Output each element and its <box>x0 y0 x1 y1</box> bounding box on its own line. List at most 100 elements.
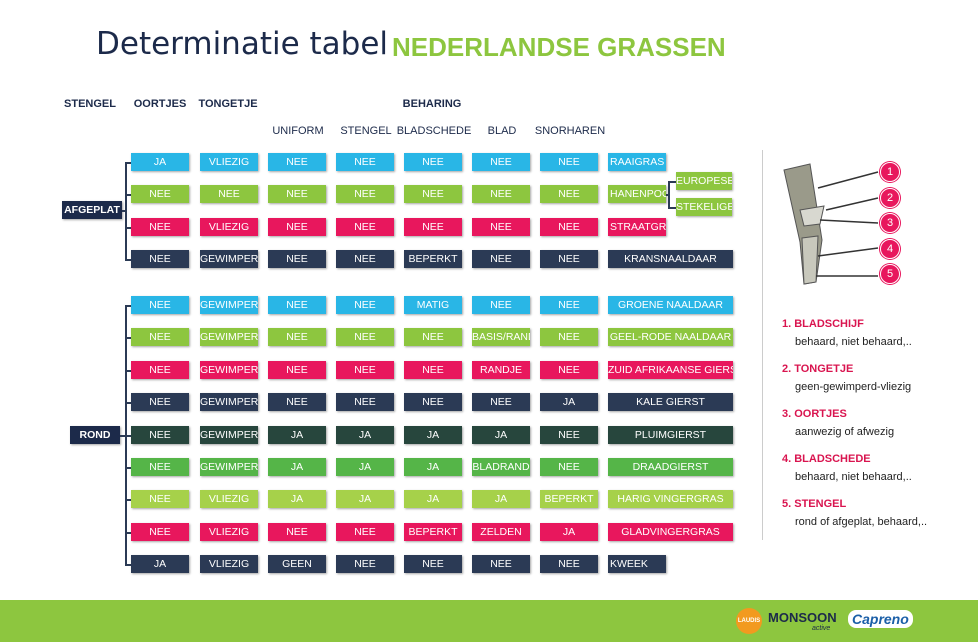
cell: JA <box>540 523 598 541</box>
cell: NEE <box>540 328 598 346</box>
group-line <box>125 305 127 564</box>
row-connector <box>125 467 131 469</box>
cell: NEE <box>131 185 189 203</box>
logo-capreno: Capreno <box>848 610 913 628</box>
cell: NEE <box>472 185 530 203</box>
marker: 5 <box>880 264 900 284</box>
cell: NEE <box>404 361 462 379</box>
cell: RANDJE <box>472 361 530 379</box>
branch-vline <box>668 181 670 207</box>
legend-title: 2. TONGETJE <box>782 363 854 375</box>
cell: GEWIMPERD <box>200 426 258 444</box>
group-connector <box>122 210 125 212</box>
species-name: KRANSNAALDAAR <box>608 250 733 268</box>
row-connector <box>125 564 131 566</box>
cell: NEE <box>404 328 462 346</box>
cell: JA <box>404 426 462 444</box>
cell: NEE <box>336 328 394 346</box>
group-label: ROND <box>70 426 120 444</box>
row-connector <box>125 532 131 534</box>
row-connector <box>125 337 131 339</box>
cell: NEE <box>336 555 394 573</box>
branch: EUROPESE <box>676 172 732 190</box>
cell: NEE <box>268 185 326 203</box>
cell: BLADRAND <box>472 458 530 476</box>
header-oortjes: OORTJES <box>133 98 187 110</box>
row-connector <box>125 499 131 501</box>
species-name: GLADVINGERGRAS <box>608 523 733 541</box>
cell: NEE <box>131 296 189 314</box>
marker: 1 <box>880 162 900 182</box>
species-name: HARIG VINGERGRAS <box>608 490 733 508</box>
grass-illustration <box>783 163 879 285</box>
legend-title: 4. BLADSCHEDE <box>782 453 871 465</box>
cell: NEE <box>131 426 189 444</box>
legend-text: behaard, niet behaard,.. <box>795 471 912 483</box>
sub-header: BLAD <box>487 125 517 137</box>
cell: NEE <box>131 490 189 508</box>
cell: GEWIMPERD <box>200 361 258 379</box>
cell: JA <box>404 490 462 508</box>
cell: BEPERKT <box>404 523 462 541</box>
cell: NEE <box>336 393 394 411</box>
cell: NEE <box>404 153 462 171</box>
branch-line <box>668 207 676 209</box>
cell: NEE <box>404 218 462 236</box>
species-name: GROENE NAALDAAR <box>608 296 733 314</box>
title-bold: NEDERLANDSE GRASSEN <box>392 32 726 62</box>
cell: NEE <box>540 555 598 573</box>
cell: NEE <box>268 523 326 541</box>
logo-active: active <box>812 625 831 632</box>
cell: VLIEZIG <box>200 523 258 541</box>
cell: JA <box>268 490 326 508</box>
cell: NEE <box>472 250 530 268</box>
species-name: STRAATGRAS <box>608 218 666 236</box>
logo-monsoon: MONSOON <box>768 610 837 625</box>
cell: JA <box>131 153 189 171</box>
legend-text: aanwezig of afwezig <box>795 426 895 438</box>
row-connector <box>125 162 131 164</box>
species-name: PLUIMGIERST <box>608 426 733 444</box>
cell: NEE <box>540 426 598 444</box>
cell: GEWIMPERD <box>200 296 258 314</box>
cell: NEE <box>268 296 326 314</box>
row-connector <box>125 259 131 261</box>
cell: BASIS/RAND <box>472 328 530 346</box>
cell: NEE <box>131 458 189 476</box>
cell: JA <box>131 555 189 573</box>
cell: NEE <box>131 218 189 236</box>
sub-header: BLADSCHEDE <box>396 125 472 137</box>
marker: 2 <box>880 187 900 208</box>
cell: NEE <box>268 328 326 346</box>
cell: JA <box>268 426 326 444</box>
cell: NEE <box>200 185 258 203</box>
cell: VLIEZIG <box>200 153 258 171</box>
cell: NEE <box>472 218 530 236</box>
cell: NEE <box>540 458 598 476</box>
row-connector <box>125 402 131 404</box>
cell: NEE <box>540 361 598 379</box>
sub-header: STENGEL <box>340 125 392 137</box>
branch: STEKELIGE <box>676 198 732 216</box>
species-name: KALE GIERST <box>608 393 733 411</box>
cell: NEE <box>336 523 394 541</box>
cell: VLIEZIG <box>200 218 258 236</box>
cell: GEWIMPERD <box>200 393 258 411</box>
legend-text: geen-gewimperd-vliezig <box>795 381 912 393</box>
cell: NEE <box>131 361 189 379</box>
cell: JA <box>540 393 598 411</box>
cell: NEE <box>404 393 462 411</box>
cell: NEE <box>472 393 530 411</box>
cell: JA <box>336 426 394 444</box>
marker: 4 <box>880 238 900 259</box>
row-connector <box>125 227 131 229</box>
cell: VLIEZIG <box>200 555 258 573</box>
cell: NEE <box>336 185 394 203</box>
cell: JA <box>472 490 530 508</box>
title-script: Determinatie tabel <box>96 26 389 62</box>
group-label: AFGEPLAT <box>62 201 122 219</box>
cell: NEE <box>404 185 462 203</box>
cell: NEE <box>540 218 598 236</box>
cell: JA <box>472 426 530 444</box>
